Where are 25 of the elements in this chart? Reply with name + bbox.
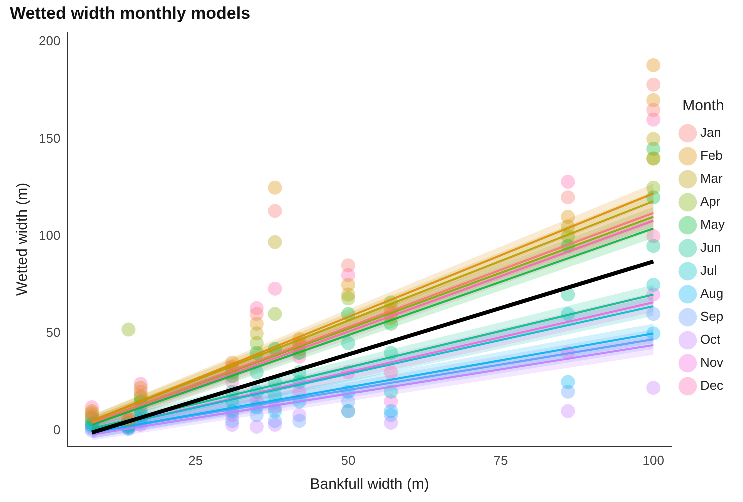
- x-tick-label: 100: [642, 452, 664, 468]
- legend-label: Jun: [700, 240, 722, 256]
- legend-label: Jul: [700, 263, 718, 278]
- y-tick-label: 150: [38, 130, 61, 146]
- y-tick-label: 0: [53, 422, 61, 438]
- y-axis-title: Wetted width (m): [14, 182, 32, 296]
- y-tick-label: 200: [38, 34, 61, 49]
- legend-label: Oct: [700, 332, 722, 348]
- legend-label: Dec: [700, 378, 724, 394]
- x-tick-label: 50: [341, 452, 356, 468]
- legend-label: Aug: [700, 286, 724, 302]
- chart-title: Wetted width monthly models: [10, 4, 251, 23]
- y-tick-label: 50: [46, 325, 61, 340]
- legend-label: May: [700, 217, 726, 232]
- x-tick-label: 25: [188, 452, 204, 468]
- legend-label: Jan: [700, 125, 722, 140]
- x-axis-title: Bankfull width (m): [310, 476, 430, 494]
- legend-label: Nov: [700, 355, 724, 370]
- legend-label: Apr: [700, 194, 722, 210]
- y-tick-label: 100: [38, 228, 61, 244]
- x-tick-label: 75: [494, 452, 508, 468]
- legend-label: Mar: [700, 171, 724, 186]
- legend-title: Month: [682, 98, 724, 115]
- legend-label: Feb: [700, 148, 723, 164]
- legend-label: Sep: [700, 309, 724, 324]
